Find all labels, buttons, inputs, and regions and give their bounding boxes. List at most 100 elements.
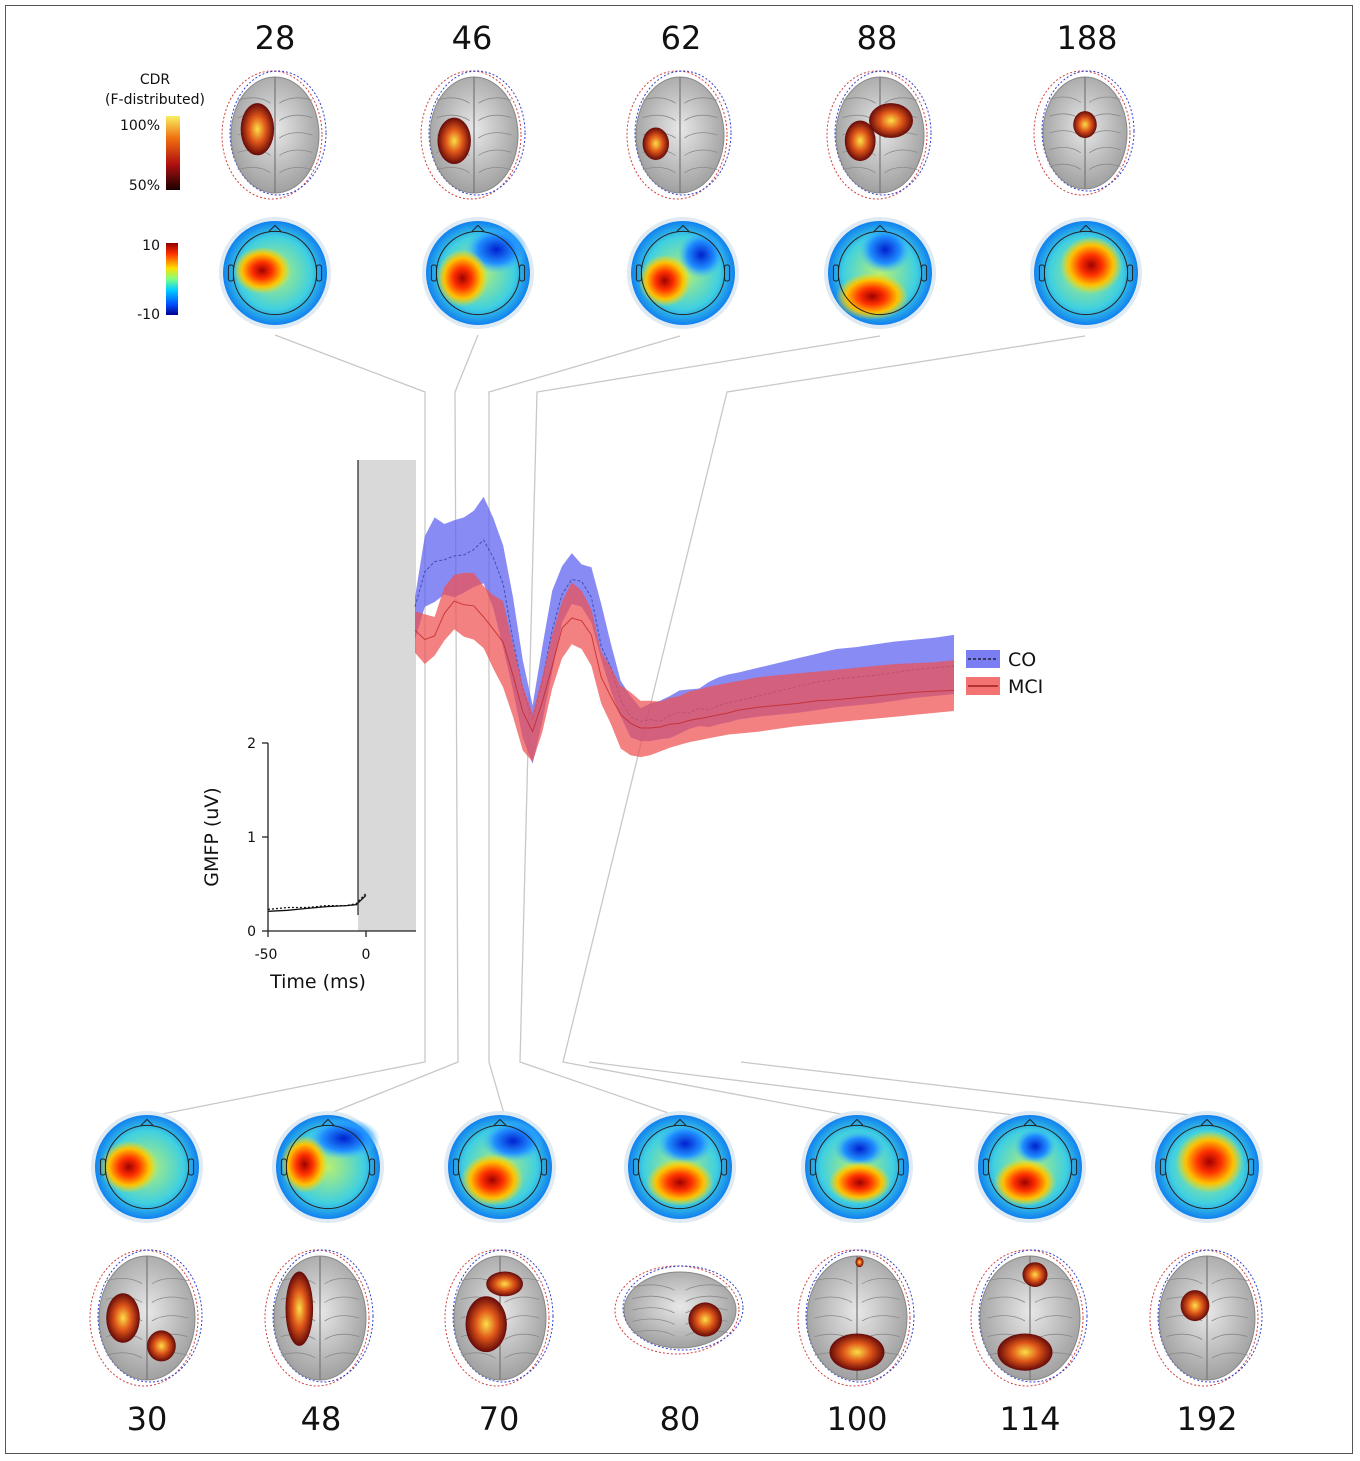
connector-line (740, 1061, 1208, 1118)
positive-spot (993, 1159, 1056, 1206)
top-latency-label: 62 (661, 19, 702, 57)
right-ear-icon (519, 264, 526, 282)
sulcus (987, 1315, 1026, 1322)
activation-blob (240, 103, 275, 156)
source-brain (420, 70, 526, 200)
sulcus (324, 1315, 360, 1322)
sulcus (814, 1278, 853, 1285)
negative-spot (481, 1120, 545, 1162)
sulcus (280, 1352, 316, 1359)
sulcus (861, 1296, 900, 1303)
cdr-colorbar-title: CDR (140, 72, 171, 88)
sulcus (1166, 1278, 1203, 1285)
topo-colorbar: 10 -10 (137, 238, 178, 323)
baseline-co (267, 892, 367, 911)
sulcus (632, 1318, 675, 1325)
sulcus (632, 1330, 675, 1337)
sulcus (684, 132, 718, 139)
activation-blob (829, 1333, 885, 1371)
sensor-contour-blue (622, 1265, 744, 1351)
nose-icon (140, 1118, 154, 1126)
source-brain (626, 70, 732, 200)
activation-blob (1180, 1290, 1210, 1322)
positive-spot (638, 254, 691, 307)
sensor-contour-red (1033, 70, 1131, 196)
brain-surface (623, 1271, 737, 1349)
activation-blob (855, 1257, 864, 1268)
cdr-colorbar-max: 100% (120, 118, 160, 134)
negative-spot (677, 231, 725, 279)
sulcus (842, 167, 876, 174)
bottom-latency-label: 100 (826, 1400, 887, 1438)
sulcus (1211, 1296, 1248, 1303)
topomap (801, 1111, 913, 1223)
activation-blob (486, 1271, 523, 1297)
sulcus (814, 1296, 853, 1303)
sulcus (814, 1315, 853, 1322)
sulcus (1049, 147, 1082, 154)
x-tick-label: -50 (255, 947, 278, 963)
positive-spot (646, 1159, 714, 1206)
sensor-contour-red (89, 1249, 199, 1387)
connector-line (146, 334, 426, 1118)
connector-line (488, 335, 681, 1118)
sulcus (632, 1295, 675, 1302)
left-ear-icon (227, 264, 234, 282)
right-ear-icon (898, 1158, 905, 1176)
sulcus (884, 167, 918, 174)
y-tick-label: 2 (247, 736, 256, 752)
band-mci (415, 572, 954, 762)
sulcus (642, 167, 676, 174)
positive-spot (1060, 236, 1123, 294)
negative-spot (656, 1122, 714, 1165)
activation-blob (106, 1293, 140, 1343)
sensor-contour-blue (978, 1249, 1088, 1383)
left-ear-icon (430, 264, 437, 282)
activation-blob (844, 120, 876, 162)
sulcus (279, 132, 313, 139)
positive-spot (835, 273, 909, 320)
activation-blob (1073, 111, 1097, 139)
bottom-latency-label: 30 (127, 1400, 168, 1438)
baseline-mci (267, 894, 367, 912)
right-ear-icon (316, 264, 323, 282)
sensor-contour-blue (272, 1249, 374, 1383)
nose-icon (1079, 224, 1093, 232)
top-source-maps (221, 70, 1135, 200)
sensor-contour-blue (229, 70, 327, 196)
right-ear-icon (369, 1158, 376, 1176)
topo-colorbar-max: 10 (142, 238, 160, 254)
sulcus (151, 1296, 188, 1303)
cdr-colorbar: CDR (F-distributed) 100% 50% (105, 72, 205, 194)
sensor-contour-blue (1157, 1249, 1263, 1383)
topomap (444, 1111, 556, 1223)
top-latency-label: 46 (452, 19, 493, 57)
stimulus-artifact-window (358, 460, 416, 931)
sulcus (1049, 96, 1082, 103)
topomap (272, 1111, 384, 1223)
top-topomaps (219, 217, 1142, 329)
sensor-contour-red (1149, 1249, 1259, 1387)
top-latency-label: 28 (255, 19, 296, 57)
positive-spot (436, 249, 489, 307)
sulcus (1211, 1352, 1248, 1359)
sulcus (861, 1278, 900, 1285)
sulcus (504, 1333, 540, 1340)
left-ear-icon (280, 1158, 287, 1176)
sulcus (504, 1315, 540, 1322)
bottom-source-maps (89, 1249, 1263, 1387)
positive-spot (828, 1161, 891, 1204)
sulcus (324, 1333, 360, 1340)
nose-icon (1200, 1118, 1214, 1126)
nose-icon (471, 224, 485, 232)
positive-spot (1175, 1130, 1244, 1194)
negative-spot (833, 1130, 886, 1168)
source-brain (264, 1249, 374, 1387)
source-brain (221, 70, 327, 200)
sulcus (861, 1315, 900, 1322)
topo-colorbar-gradient (166, 243, 178, 315)
topo-colorbar-min: -10 (137, 307, 160, 323)
y-tick-label: 1 (247, 830, 256, 846)
right-ear-icon (724, 264, 731, 282)
